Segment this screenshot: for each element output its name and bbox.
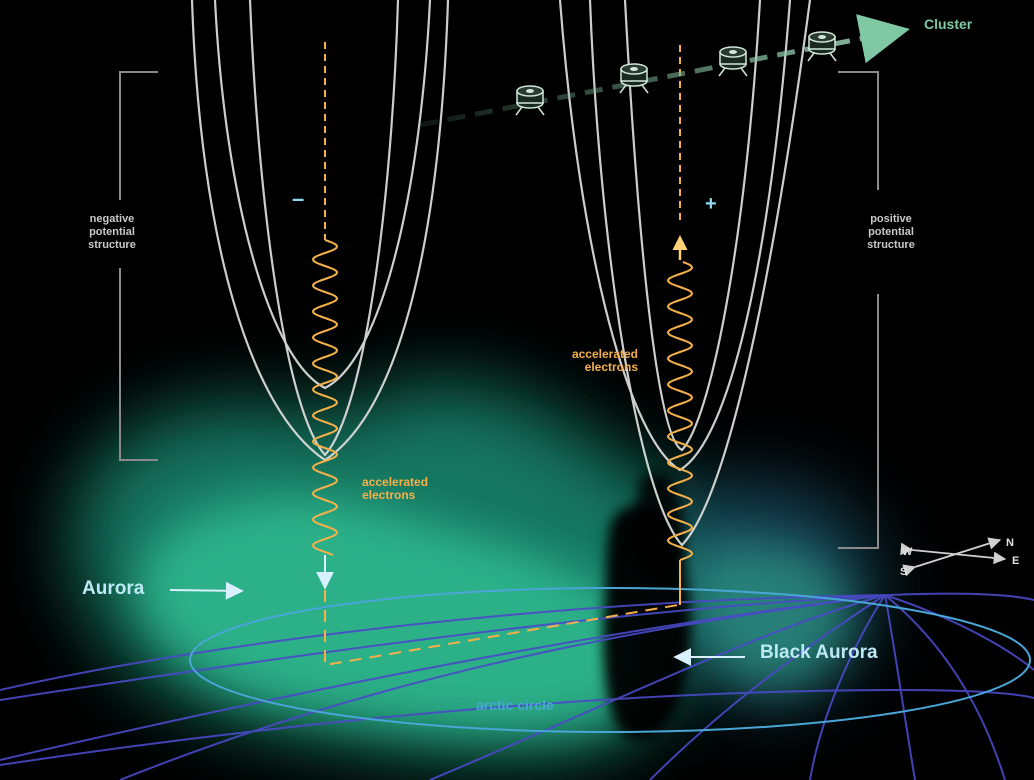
positive-structure-line1: positive (870, 213, 912, 225)
positive-structure-bracket (838, 71, 879, 549)
negative-structure-line1: negative (90, 213, 135, 225)
positive-structure-line2: potential (868, 226, 914, 238)
accel-right-line2: electrons (585, 360, 639, 374)
accel-left-line1: accelerated (362, 475, 428, 489)
negative-structure-label: negative potential structure (88, 213, 136, 251)
black-aurora-label: Black Aurora (760, 642, 878, 663)
compass-s-label: S (900, 566, 907, 578)
negative-structure-bracket (119, 71, 158, 461)
cluster-satellite-icon (807, 31, 837, 62)
electron-path-left (312, 42, 679, 667)
cluster-satellite-icon (718, 46, 748, 77)
accelerated-electrons-left-label: accelerated electrons (362, 475, 428, 502)
negative-structure-line2: potential (89, 226, 135, 238)
positive-structure-line3: structure (867, 239, 915, 251)
aurora-pointer-arrow (169, 581, 244, 600)
arctic-circle-line (189, 587, 1031, 733)
cluster-satellite-icon (515, 85, 545, 116)
accel-left-line2: electrons (362, 488, 416, 502)
minus-sign: – (292, 186, 304, 211)
globe-grid (0, 592, 1034, 780)
accelerated-electrons-right-label: accelerated electrons (572, 347, 638, 374)
compass-n-label: N (1006, 537, 1014, 549)
plus-sign: + (705, 193, 717, 215)
cluster-satellites (515, 31, 837, 116)
negative-structure-line3: structure (88, 239, 136, 251)
cluster-label: Cluster (924, 16, 973, 32)
compass-icon: W N S E (900, 537, 1019, 578)
aurora-label: Aurora (82, 578, 145, 599)
compass-e-label: E (1012, 555, 1019, 567)
accel-right-line1: accelerated (572, 347, 638, 361)
arctic-circle-label: arctic circle (476, 697, 554, 713)
cluster-satellite-icon (619, 63, 649, 94)
compass-w-label: W (902, 546, 913, 558)
positive-structure-label: positive potential structure (867, 213, 915, 251)
